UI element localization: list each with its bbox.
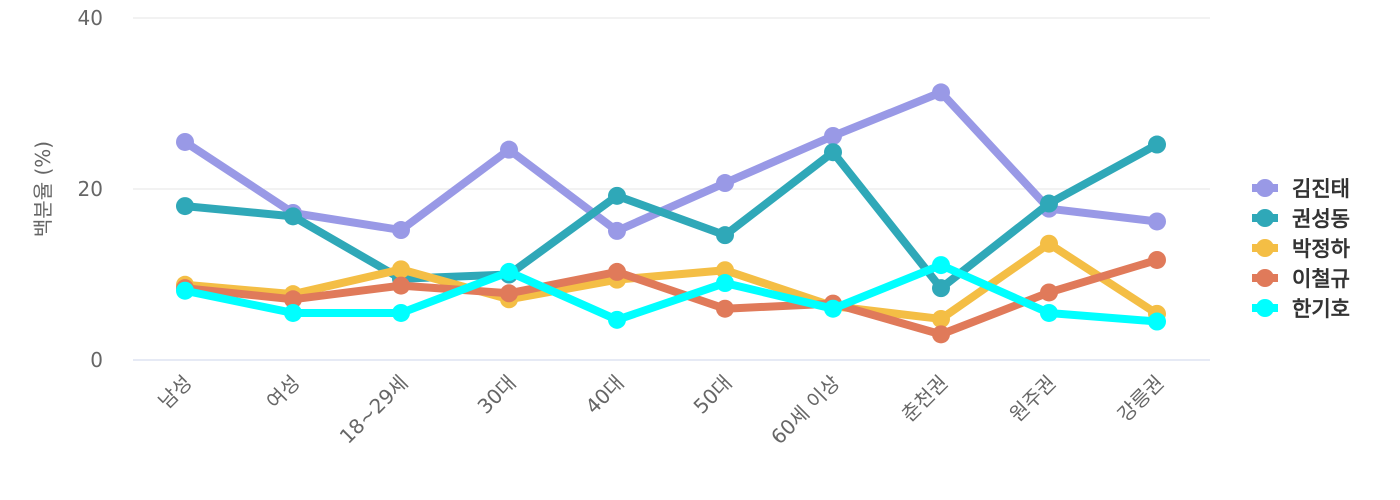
legend-item[interactable]: 한기호 (1252, 297, 1350, 321)
series-line (181, 88, 1161, 235)
y-axis-title: 백분율 (%) (31, 141, 55, 237)
data-point[interactable] (716, 261, 734, 280)
legend-label: 김진태 (1292, 177, 1350, 201)
data-point[interactable] (608, 310, 626, 329)
legend-symbol (1256, 269, 1274, 287)
x-tick-label: 강릉권 (1113, 371, 1169, 427)
series-lines (176, 83, 1166, 344)
data-point[interactable] (824, 126, 842, 145)
data-point[interactable] (284, 303, 302, 322)
data-point[interactable] (716, 274, 734, 293)
data-point[interactable] (1148, 250, 1166, 269)
x-tick-label: 30대 (473, 371, 521, 419)
data-point[interactable] (608, 262, 626, 281)
series-line (181, 255, 1161, 339)
x-axis-ticks: 남성 여성 18~29세 30대 40대 50대 60세 이상 춘천권 원주권 강릉권 (154, 371, 1169, 449)
data-point[interactable] (1040, 234, 1058, 253)
x-tick-label: 18~29세 (335, 371, 413, 449)
data-point[interactable] (608, 186, 626, 205)
legend-symbol (1256, 209, 1274, 227)
data-point[interactable] (500, 284, 518, 303)
series-2 (176, 135, 1166, 298)
data-point[interactable] (176, 281, 194, 300)
data-point[interactable] (284, 207, 302, 226)
data-point[interactable] (716, 174, 734, 193)
series-line (181, 239, 1161, 323)
legend-label: 권성동 (1292, 207, 1350, 231)
data-point[interactable] (932, 256, 950, 275)
legend-label: 박정하 (1292, 237, 1351, 261)
data-point[interactable] (500, 140, 518, 159)
data-point[interactable] (1148, 212, 1166, 231)
data-point[interactable] (1040, 303, 1058, 322)
legend-label: 한기호 (1292, 297, 1350, 321)
data-point[interactable] (1148, 135, 1166, 154)
legend-item[interactable]: 권성동 (1252, 207, 1350, 231)
y-tick-label: 0 (90, 348, 103, 372)
legend-item[interactable]: 박정하 (1252, 237, 1351, 261)
data-point[interactable] (392, 276, 410, 295)
y-axis-ticks: 0 20 40 (78, 6, 103, 372)
data-point[interactable] (932, 325, 950, 344)
data-point[interactable] (392, 260, 410, 279)
x-tick-label: 40대 (581, 371, 629, 419)
data-point[interactable] (932, 279, 950, 298)
data-point[interactable] (392, 303, 410, 322)
data-point[interactable] (284, 290, 302, 309)
data-point[interactable] (1040, 194, 1058, 213)
data-point[interactable] (1148, 312, 1166, 331)
series-line (181, 261, 1161, 326)
legend-item[interactable]: 김진태 (1252, 177, 1350, 201)
data-point[interactable] (932, 83, 950, 102)
data-point[interactable] (932, 309, 950, 328)
x-tick-label: 여성 (262, 371, 305, 414)
data-point[interactable] (608, 221, 626, 240)
legend-symbol (1256, 299, 1274, 317)
data-point[interactable] (392, 221, 410, 240)
data-point[interactable] (716, 299, 734, 318)
data-point[interactable] (824, 299, 842, 318)
data-point[interactable] (1040, 283, 1058, 302)
x-tick-label: 남성 (154, 371, 197, 414)
data-point[interactable] (716, 226, 734, 245)
y-tick-label: 20 (78, 177, 103, 201)
legend-symbol (1256, 239, 1274, 257)
x-tick-label: 60세 이상 (766, 371, 844, 449)
x-tick-label: 원주권 (1005, 371, 1061, 427)
data-point[interactable] (500, 262, 518, 281)
data-point[interactable] (176, 197, 194, 216)
legend-item[interactable]: 이철규 (1252, 267, 1350, 291)
x-tick-label: 춘천권 (897, 371, 953, 427)
legend-label: 이철규 (1292, 267, 1350, 291)
data-point[interactable] (176, 132, 194, 151)
x-tick-label: 50대 (689, 371, 737, 419)
legend-symbol (1256, 179, 1274, 197)
y-tick-label: 40 (78, 6, 103, 30)
data-point[interactable] (824, 143, 842, 162)
series-5 (176, 256, 1166, 331)
series-line (181, 140, 1161, 293)
